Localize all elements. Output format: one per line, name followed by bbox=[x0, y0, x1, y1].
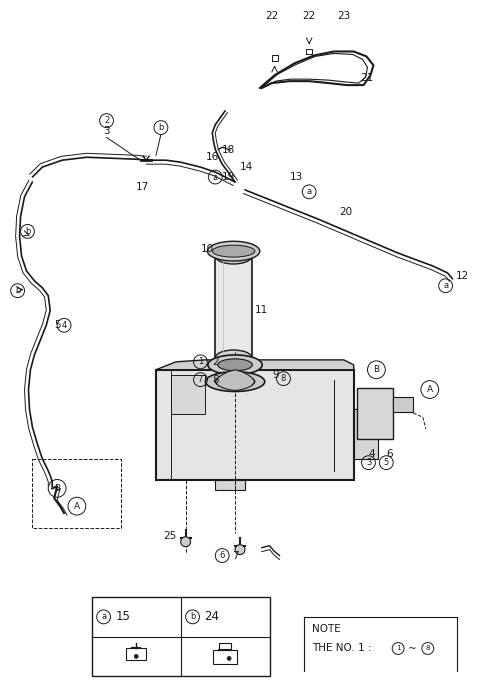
Bar bbox=[357, 387, 393, 439]
Text: 3: 3 bbox=[366, 458, 371, 467]
Bar bbox=[216, 480, 245, 490]
Text: 22: 22 bbox=[302, 11, 316, 21]
Text: 22: 22 bbox=[265, 11, 278, 21]
Text: 16: 16 bbox=[205, 152, 219, 162]
Text: A: A bbox=[427, 385, 433, 394]
Ellipse shape bbox=[216, 248, 252, 264]
Text: B: B bbox=[54, 484, 60, 493]
Text: ~: ~ bbox=[408, 644, 417, 653]
Text: 7: 7 bbox=[198, 375, 203, 384]
Bar bbox=[213, 651, 237, 664]
Text: 3: 3 bbox=[103, 126, 110, 135]
Text: 9: 9 bbox=[273, 370, 279, 380]
Text: 8: 8 bbox=[281, 374, 286, 383]
Text: B: B bbox=[373, 365, 380, 374]
Text: 20: 20 bbox=[339, 207, 352, 216]
Text: 10: 10 bbox=[201, 244, 214, 254]
Text: 15: 15 bbox=[116, 610, 131, 623]
Ellipse shape bbox=[212, 245, 255, 257]
Bar bbox=[354, 409, 378, 459]
Ellipse shape bbox=[205, 372, 264, 392]
Text: NOTE: NOTE bbox=[312, 624, 341, 634]
Text: 4: 4 bbox=[369, 449, 375, 459]
Text: 19: 19 bbox=[222, 172, 236, 182]
Text: b: b bbox=[25, 227, 30, 236]
Text: a: a bbox=[443, 281, 448, 290]
Polygon shape bbox=[156, 360, 354, 370]
Text: 24: 24 bbox=[204, 610, 219, 623]
Ellipse shape bbox=[216, 350, 252, 366]
Text: a: a bbox=[213, 172, 218, 181]
Ellipse shape bbox=[208, 355, 262, 375]
Text: 4: 4 bbox=[61, 321, 67, 329]
Polygon shape bbox=[216, 370, 255, 390]
Bar bbox=[126, 648, 146, 660]
Text: A: A bbox=[74, 502, 80, 511]
Circle shape bbox=[227, 656, 231, 660]
Text: 2: 2 bbox=[212, 357, 219, 367]
Text: 5: 5 bbox=[384, 458, 389, 467]
Bar bbox=[393, 397, 413, 413]
Bar bbox=[216, 256, 252, 358]
Text: b: b bbox=[190, 612, 195, 621]
Text: 23: 23 bbox=[337, 11, 350, 21]
Text: a: a bbox=[101, 612, 106, 621]
Bar bbox=[92, 597, 270, 676]
Text: b: b bbox=[158, 123, 164, 132]
Text: 1: 1 bbox=[198, 357, 203, 366]
Ellipse shape bbox=[216, 376, 255, 388]
Ellipse shape bbox=[218, 359, 252, 371]
Text: 12: 12 bbox=[456, 271, 469, 281]
Text: 14: 14 bbox=[240, 162, 253, 172]
Text: THE NO. 1 :: THE NO. 1 : bbox=[312, 644, 375, 653]
Bar bbox=[33, 459, 121, 528]
Text: 18: 18 bbox=[222, 145, 236, 156]
Circle shape bbox=[235, 544, 245, 555]
Bar bbox=[171, 375, 205, 414]
Text: 2: 2 bbox=[104, 116, 109, 125]
Ellipse shape bbox=[207, 242, 260, 261]
Circle shape bbox=[180, 537, 191, 547]
Text: 13: 13 bbox=[289, 172, 303, 182]
Text: 6: 6 bbox=[219, 551, 225, 560]
Text: 8: 8 bbox=[426, 646, 430, 651]
Text: 17: 17 bbox=[136, 182, 149, 192]
Text: 1: 1 bbox=[396, 646, 400, 651]
Circle shape bbox=[134, 655, 138, 658]
Text: 25: 25 bbox=[163, 530, 176, 541]
Text: a: a bbox=[307, 187, 312, 196]
Text: 6: 6 bbox=[386, 449, 393, 459]
Text: 21: 21 bbox=[360, 73, 374, 83]
Text: 5: 5 bbox=[54, 320, 61, 330]
Text: b: b bbox=[15, 286, 20, 295]
Text: 8: 8 bbox=[212, 375, 219, 385]
Bar bbox=[156, 370, 354, 480]
Text: 7: 7 bbox=[232, 551, 239, 560]
Text: 11: 11 bbox=[255, 306, 268, 315]
